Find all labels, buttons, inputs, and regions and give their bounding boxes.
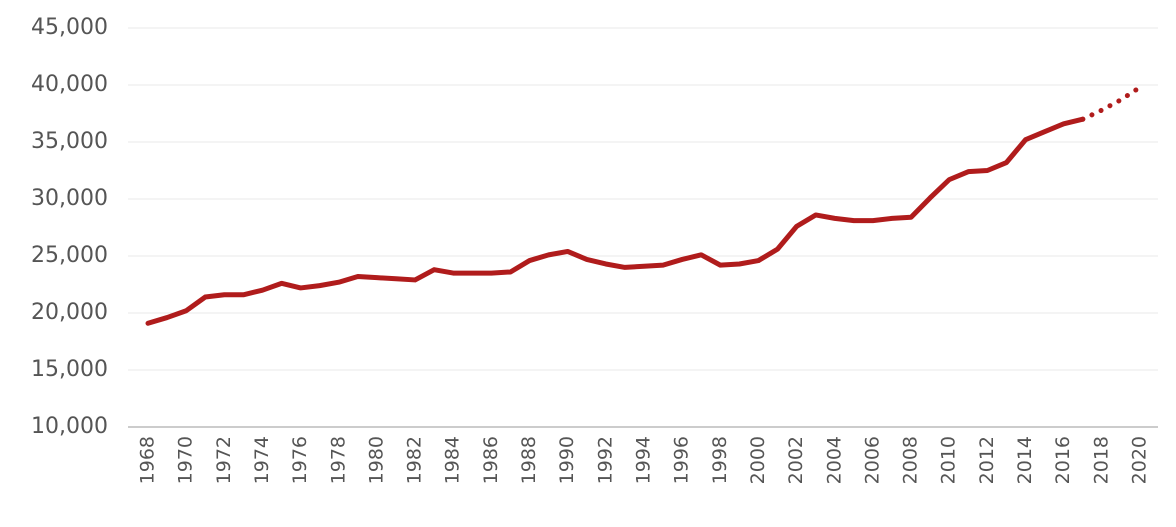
x-tick-label: 2006 bbox=[861, 436, 883, 484]
x-tick-label: 2012 bbox=[976, 436, 998, 484]
y-tick-label: 40,000 bbox=[31, 72, 108, 97]
x-tick-label: 1998 bbox=[709, 436, 731, 484]
x-tick-label: 1994 bbox=[633, 436, 655, 484]
x-tick-label: 1974 bbox=[251, 436, 273, 484]
x-tick-label: 1988 bbox=[518, 436, 540, 484]
y-tick-label: 35,000 bbox=[31, 129, 108, 154]
y-tick-label: 30,000 bbox=[31, 186, 108, 211]
x-tick-label: 1980 bbox=[365, 436, 387, 484]
x-tick-label: 1978 bbox=[327, 436, 349, 484]
y-tick-label: 45,000 bbox=[31, 15, 108, 40]
x-tick-label: 2010 bbox=[938, 436, 960, 484]
y-tick-label: 20,000 bbox=[31, 300, 108, 325]
x-tick-label: 2020 bbox=[1129, 436, 1151, 484]
x-tick-label: 1990 bbox=[556, 436, 578, 484]
line-series bbox=[1080, 84, 1143, 122]
y-tick-label: 15,000 bbox=[31, 357, 108, 382]
x-tick-label: 2002 bbox=[785, 436, 807, 484]
x-tick-label: 2018 bbox=[1090, 436, 1112, 484]
x-tick-label: 1984 bbox=[442, 436, 464, 484]
y-tick-label: 25,000 bbox=[31, 243, 108, 268]
x-tick-label: 1992 bbox=[594, 436, 616, 484]
x-tick-label: 1982 bbox=[404, 436, 426, 484]
x-tick-label: 2004 bbox=[823, 436, 845, 484]
x-tick-label: 1968 bbox=[137, 436, 159, 484]
x-tick-label: 2008 bbox=[900, 436, 922, 484]
line-series bbox=[145, 116, 1086, 326]
x-tick-label: 1996 bbox=[671, 436, 693, 484]
x-tick-label: 1976 bbox=[289, 436, 311, 484]
x-tick-label: 2000 bbox=[747, 436, 769, 484]
x-tick-label: 1986 bbox=[480, 436, 502, 484]
x-tick-label: 2016 bbox=[1052, 436, 1074, 484]
x-tick-label: 1972 bbox=[213, 436, 235, 484]
x-tick-label: 2014 bbox=[1014, 436, 1036, 484]
x-tick-label: 1970 bbox=[175, 436, 197, 484]
y-tick-label: 10,000 bbox=[31, 414, 108, 439]
